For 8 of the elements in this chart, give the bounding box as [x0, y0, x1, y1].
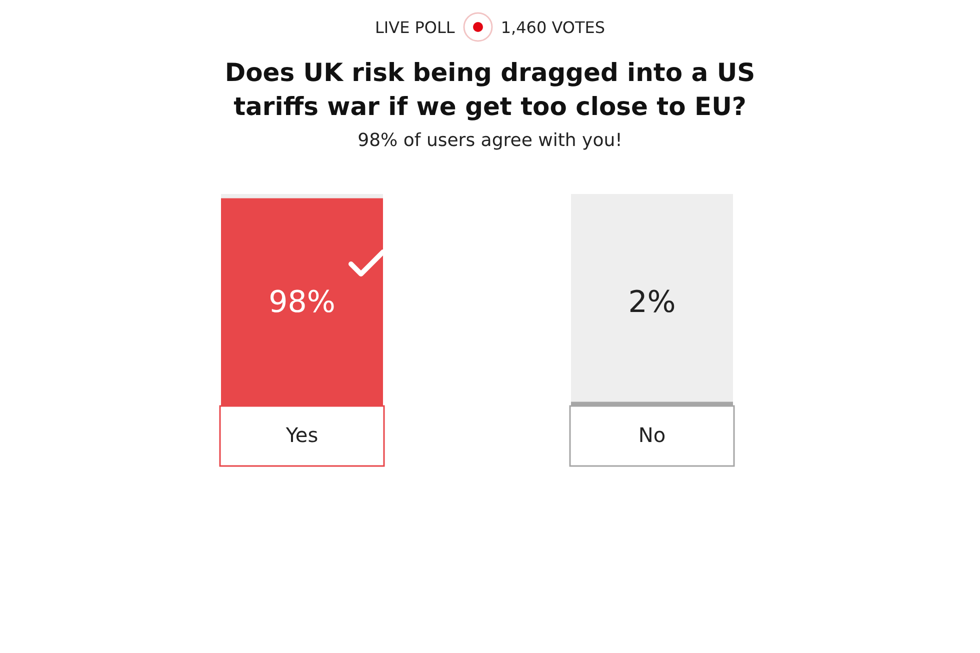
data-label: 2%	[628, 285, 676, 320]
data-label: 98%	[268, 285, 336, 320]
x-tick-label: Yes	[284, 423, 318, 447]
text: LIVE POLL	[374, 18, 455, 36]
text: 1,460 VOTES	[500, 18, 606, 36]
chart-title: Does UK risk being dragged into a US tariffs war if we get too close to EU?	[224, 57, 756, 123]
x-tick-label: No	[638, 423, 666, 447]
chart-subtitle: 98% of users agree with you!	[356, 130, 624, 151]
